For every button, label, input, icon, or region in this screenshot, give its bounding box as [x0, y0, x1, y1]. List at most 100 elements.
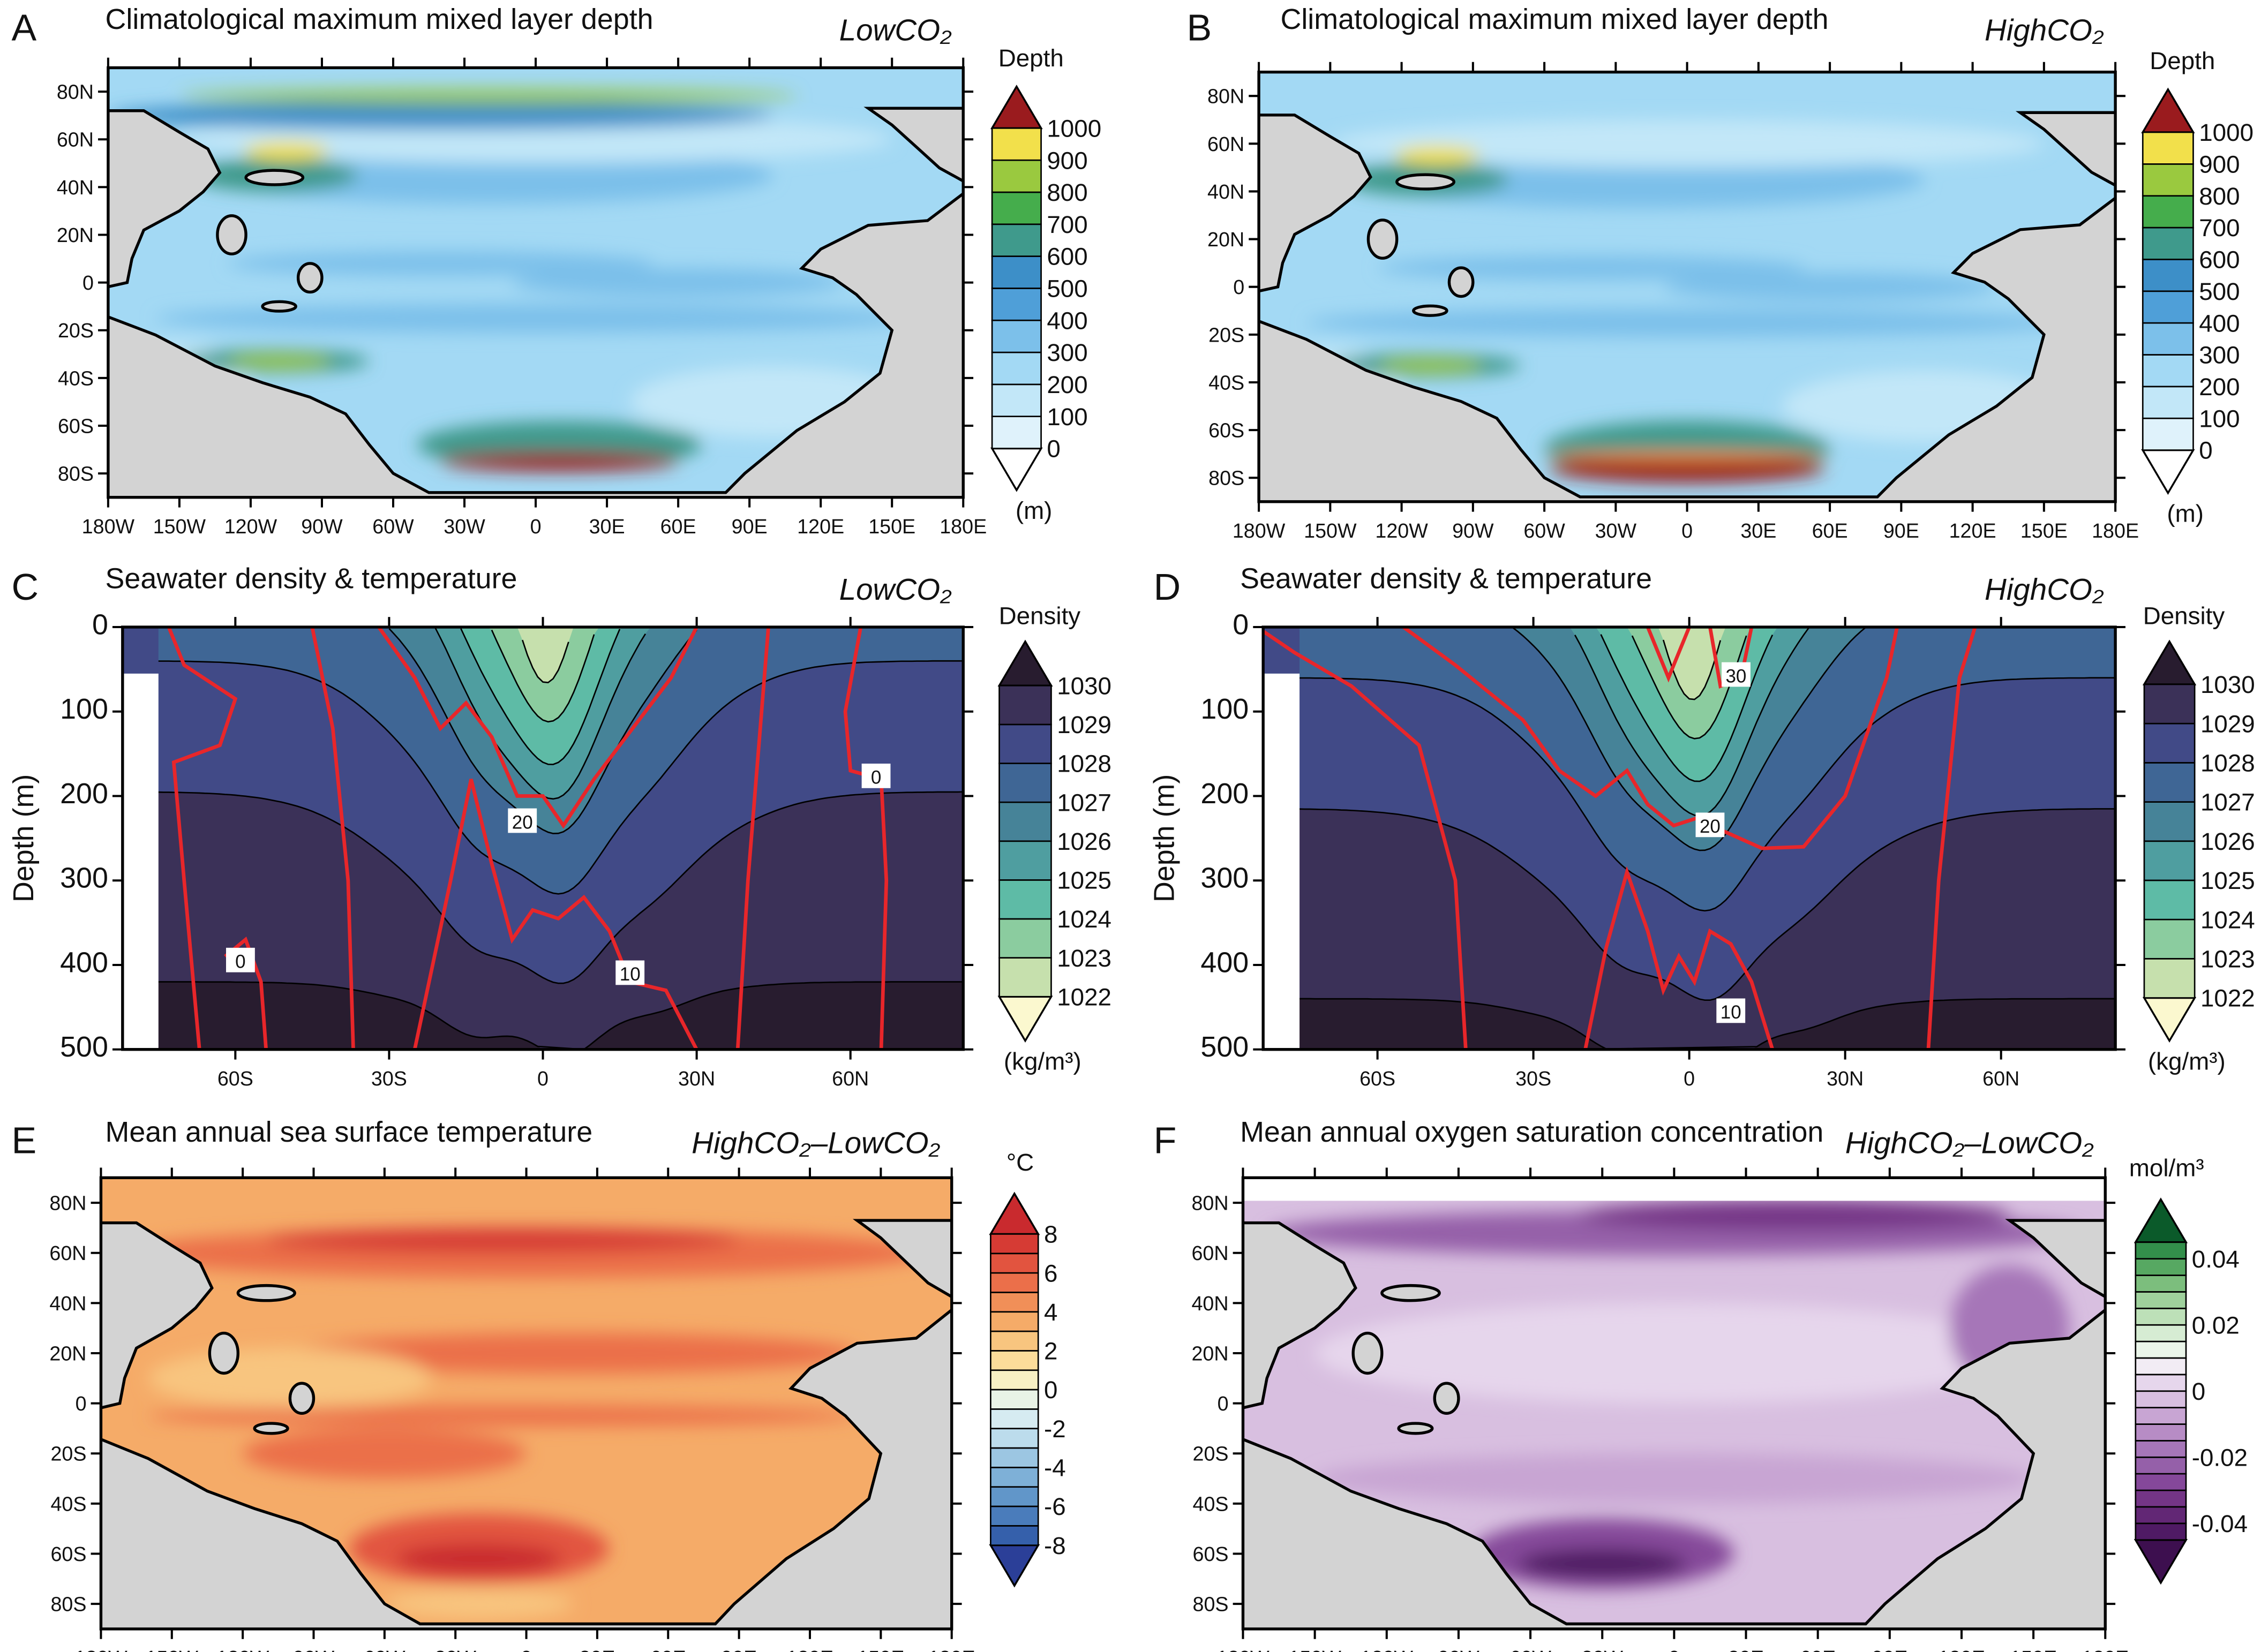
x-tick-label: 30E	[1728, 1647, 1764, 1652]
contour-label-box	[861, 763, 891, 788]
y-tick-label: 0	[92, 608, 108, 640]
y-tick-label: 20S	[1208, 323, 1244, 346]
colorbar-tick-label: 1026	[2200, 828, 2255, 855]
x-tick-label: 120W	[1361, 1647, 1414, 1652]
colorbar-bin	[2142, 163, 2194, 197]
colorbar-bin	[2142, 131, 2194, 165]
x-tick-label: 150E	[2010, 1647, 2057, 1652]
colorbar-tick-label: 500	[1047, 275, 1087, 303]
island	[261, 300, 297, 313]
isopycnal-line	[460, 628, 621, 765]
isopycnal-line	[122, 791, 964, 984]
island	[288, 1382, 316, 1415]
y-tick-label: 0	[1218, 1392, 1229, 1415]
colorbar-bin	[2135, 1506, 2187, 1525]
colorbar-title: °C	[1006, 1149, 1034, 1176]
y-tick-label: 60S	[1193, 1543, 1229, 1565]
y-tick-label: 20N	[49, 1342, 86, 1364]
x-tick-label: 60N	[1982, 1067, 2019, 1090]
y-tick-label: 40N	[49, 1292, 86, 1315]
plot-area: 30 20 10	[1263, 627, 2116, 1050]
colorbar-bin	[990, 1292, 1039, 1313]
island	[1395, 173, 1455, 191]
colorbar: 0 100 200 300 400 500 600 700 800 900 1000 Depth (m)	[2141, 47, 2254, 527]
plot-area	[1259, 72, 2116, 502]
y-tick-label: 80N	[49, 1192, 86, 1215]
scenario-label: HighCO₂	[1985, 13, 2104, 47]
colorbar-min-triangle	[990, 447, 1043, 492]
colorbar-min-triangle	[997, 995, 1053, 1043]
x-tick-label: 150W	[1288, 1647, 1341, 1652]
colorbar-bin	[991, 383, 1042, 418]
colorbar-bin	[990, 1467, 1039, 1488]
y-tick-label: 400	[60, 946, 108, 978]
y-axis-label: Depth (m)	[7, 774, 40, 902]
colorbar-bin	[2142, 227, 2194, 260]
contour-label: 20	[1700, 816, 1721, 837]
x-tick-label: 180E	[2092, 519, 2139, 542]
y-tick-label: 60N	[1191, 1242, 1228, 1264]
panel-a: 180W 150W 120W 90W 60W 30W 0 30E 60E 90E 120E 150E 1…	[12, 3, 1102, 538]
land-mass	[1243, 1221, 1357, 1409]
isopycnal-line	[388, 628, 697, 834]
x-tick-label: 60N	[832, 1067, 869, 1090]
isopycnal-line	[122, 981, 964, 1050]
y-tick-label: 500	[1200, 1031, 1249, 1063]
y-tick-label: 100	[60, 693, 108, 725]
colorbar-min-triangle	[2142, 997, 2197, 1043]
x-tick-label: 30W	[1581, 1647, 1623, 1652]
x-tick-label: 0	[530, 515, 542, 538]
x-tick-label: 30E	[579, 1647, 615, 1652]
x-tick-label: 90E	[732, 515, 768, 538]
plot-area	[108, 67, 964, 497]
x-tick-label: 150W	[146, 1647, 199, 1652]
colorbar: -8 -6 -4 -2 0 2 4 6 8 °C	[989, 1149, 1066, 1588]
y-tick-label: 40N	[1191, 1292, 1228, 1315]
plot-area	[101, 1178, 952, 1629]
colorbar-bin	[2135, 1440, 2187, 1458]
colorbar-tick-label: -0.04	[2192, 1510, 2248, 1537]
temperature-contour	[377, 627, 698, 829]
contour-label: 0	[235, 952, 245, 972]
temperature-contour	[1402, 627, 1899, 850]
colorbar-tick-label: 1027	[2200, 789, 2255, 816]
x-tick-label: 0	[521, 1647, 532, 1652]
colorbar-bin	[2135, 1407, 2187, 1425]
colorbar-tick-label: 1024	[1057, 906, 1111, 933]
field-blob	[179, 89, 797, 104]
island	[244, 169, 305, 186]
x-tick-label: 90W	[1452, 519, 1494, 542]
colorbar: 1022 1023 1024 1025 1026 1027 1028 1029 1030 Dens…	[2142, 602, 2255, 1075]
x-tick-label: 60E	[1812, 519, 1848, 542]
colorbar-bin	[990, 1505, 1039, 1527]
colorbar-bin	[991, 319, 1042, 353]
island	[1351, 1331, 1384, 1375]
x-tick-label: 180E	[940, 515, 987, 538]
scenario-label: LowCO₂	[839, 572, 952, 606]
x-tick-label: 30N	[678, 1067, 715, 1090]
island	[1447, 266, 1475, 298]
x-tick-label: 60W	[1509, 1647, 1551, 1652]
x-tick-label: 90E	[721, 1647, 757, 1652]
temperature-contour	[310, 627, 355, 1050]
land-mass	[2005, 1219, 2106, 1299]
x-tick-label: 150W	[153, 515, 206, 538]
colorbar-bin	[2135, 1241, 2187, 1260]
scenario-label: HighCO₂–LowCO₂	[1845, 1126, 2094, 1160]
field-blob	[1549, 451, 1826, 462]
y-tick-label: 300	[1200, 862, 1249, 894]
y-tick-label: 0	[1233, 608, 1249, 640]
colorbar-title: mol/m³	[2129, 1155, 2204, 1182]
x-tick-label: 150E	[857, 1647, 904, 1652]
colorbar-tick-label: 100	[1047, 403, 1087, 431]
colorbar-unit: (kg/m³)	[2148, 1047, 2226, 1075]
colorbar-title: Depth	[998, 44, 1064, 72]
colorbar-bin	[2135, 1489, 2187, 1508]
y-tick-label: 400	[1200, 946, 1249, 978]
colorbar-bin	[2143, 879, 2196, 921]
x-tick-label: 0	[1684, 1067, 1695, 1090]
field-blob	[108, 101, 773, 130]
colorbar-bin	[990, 1369, 1039, 1391]
colorbar-tick-label: 700	[2199, 214, 2240, 242]
x-tick-label: 60E	[650, 1647, 686, 1652]
